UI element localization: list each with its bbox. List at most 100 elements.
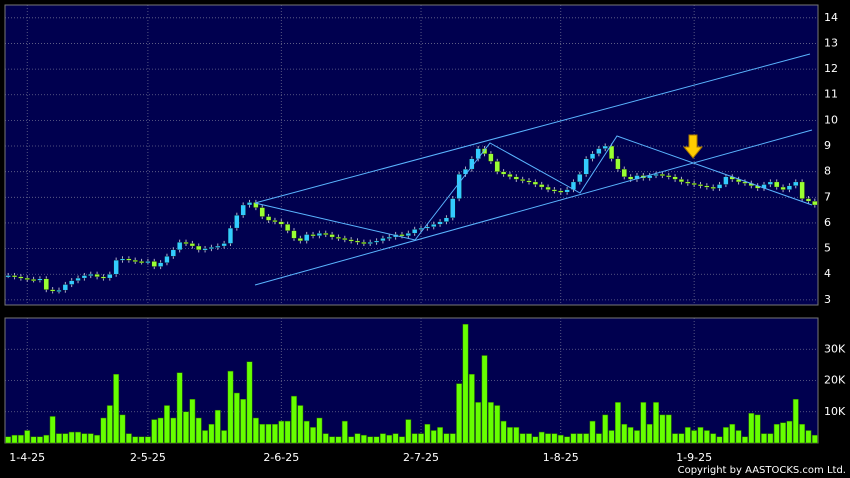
y-tick-label: 8 [824, 165, 831, 178]
candle-body [56, 289, 62, 292]
candle-body [81, 275, 87, 279]
volume-bar [195, 417, 202, 444]
candle-body [24, 277, 30, 280]
x-tick-label: 1-4-25 [9, 451, 45, 464]
volume-bar [551, 433, 558, 444]
candle-body [685, 181, 691, 184]
x-tick-label: 2-5-25 [130, 451, 166, 464]
candle-body [69, 280, 75, 285]
candle-body [221, 243, 227, 247]
volume-bar [322, 433, 329, 444]
candle-body [774, 181, 780, 188]
volume-bar [392, 433, 399, 444]
candle-body [189, 243, 195, 247]
volume-bar [526, 433, 532, 444]
marks [5, 143, 818, 444]
candle-body [532, 181, 538, 185]
volume-bar [183, 411, 189, 444]
candle-body [653, 174, 659, 176]
volume-bar [449, 433, 456, 444]
candle-body [602, 145, 608, 149]
volume-bar [653, 402, 659, 444]
volume-bar [278, 420, 285, 444]
candle-body [50, 289, 56, 292]
candle-body [113, 259, 119, 275]
candle-body [526, 180, 532, 183]
candle-body [793, 181, 799, 186]
candle-body [481, 148, 488, 154]
volume-bar [532, 436, 539, 444]
volume-bar [589, 420, 596, 444]
volume-bar [259, 424, 266, 444]
candle-body [539, 184, 545, 188]
volume-bar [157, 417, 164, 444]
candle-body [316, 233, 322, 236]
volume-bar [691, 430, 698, 444]
candle-body [380, 238, 386, 242]
candle-body [475, 148, 481, 159]
candle-body [799, 181, 805, 199]
candle-body [812, 201, 818, 206]
volume-bar [373, 436, 380, 444]
x-tick-label: 2-7-25 [403, 451, 439, 464]
candle-body [297, 238, 303, 242]
volume-bar [443, 433, 450, 444]
volume-bar [799, 424, 806, 444]
volume-bar [329, 436, 336, 444]
candle-body [43, 278, 49, 290]
arrow [682, 134, 704, 159]
candle-body [507, 174, 513, 177]
candle-body [723, 176, 729, 185]
candle-body [501, 171, 507, 175]
volume-bar [144, 436, 151, 444]
candle-body [462, 168, 469, 175]
candle-body [145, 261, 151, 264]
volume-bar [418, 433, 424, 444]
volume-bar [316, 417, 323, 444]
candle-body [227, 227, 234, 244]
volume-bar [24, 430, 31, 444]
volume-bar [468, 374, 475, 444]
y-tick-label: 30K [824, 342, 846, 355]
volume-bar [297, 405, 304, 444]
candle-body [272, 220, 278, 223]
candle-body [405, 233, 411, 236]
candle-body [659, 174, 665, 176]
candle-body [202, 248, 208, 251]
volume-bar [170, 417, 177, 444]
volume-bar [722, 427, 729, 444]
candle-body [266, 216, 272, 221]
candle-body [443, 217, 449, 222]
candle-body [545, 186, 551, 190]
volume-bar [17, 434, 24, 444]
volume-bar [710, 433, 717, 444]
candle-body [697, 184, 704, 187]
candle-body [348, 239, 354, 242]
zigzag [254, 135, 813, 241]
volume-bar [380, 433, 386, 444]
volume-bar [227, 370, 234, 444]
candle-body [177, 242, 183, 251]
candle-body [742, 181, 748, 184]
volume-bar [94, 434, 101, 444]
candle-body [11, 275, 18, 278]
volume-bar [500, 420, 507, 444]
volume-bar [310, 427, 316, 444]
candle-body [196, 245, 202, 251]
volume-bar [164, 405, 170, 444]
candle-body [310, 234, 316, 237]
volume-bar [659, 414, 666, 444]
volume-bar [272, 424, 278, 444]
volume-bar [125, 433, 132, 444]
volume-bar [475, 402, 482, 444]
volume-bar [367, 436, 374, 444]
volume-bar [576, 433, 583, 444]
candle-body [215, 245, 221, 248]
volume-bar [176, 372, 183, 444]
candle-body [342, 238, 348, 240]
volume-bar [761, 433, 767, 444]
volume-bar [341, 420, 348, 444]
volume-bar [545, 433, 551, 444]
volume-bar [678, 433, 685, 444]
candle-body [158, 262, 164, 267]
